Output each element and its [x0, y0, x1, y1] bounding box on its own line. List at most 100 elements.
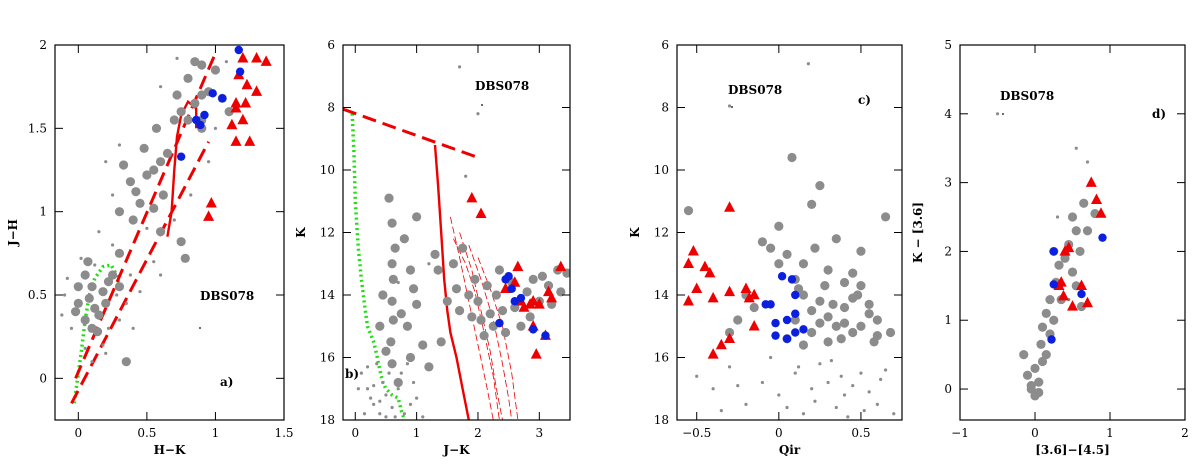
field-large-point	[155, 227, 166, 237]
field-large-point	[408, 284, 419, 294]
red-triangles-point	[530, 348, 542, 359]
red-triangles-point	[240, 97, 252, 108]
panel-tag: c)	[858, 93, 871, 107]
field-large-point	[869, 337, 879, 347]
panel-tag: b)	[345, 367, 359, 381]
red-triangles-point	[244, 135, 256, 146]
field-large-point	[183, 115, 193, 125]
line-group	[343, 107, 519, 420]
label-dot	[481, 104, 483, 106]
green-dotted-line	[350, 113, 407, 420]
field-large-point	[1082, 226, 1093, 236]
field-large-point	[807, 306, 817, 316]
field-large-point	[470, 274, 480, 284]
field-large-point	[375, 321, 385, 331]
field-large-point	[476, 315, 486, 325]
red-triangles-point	[475, 207, 487, 218]
red-dashed-lower-line	[70, 141, 210, 404]
field-small-point	[110, 243, 115, 247]
field-large-point	[815, 296, 825, 306]
field-large-point	[807, 199, 817, 209]
field-large-point	[1060, 253, 1070, 263]
blue-circles-point	[1049, 280, 1058, 289]
y-tick-label: 3	[944, 176, 952, 190]
field-large-point	[155, 157, 166, 167]
field-small-point	[818, 362, 822, 366]
field-large-point	[176, 237, 186, 247]
field-large-point	[836, 334, 846, 344]
field-large-point	[442, 296, 452, 306]
y-axis-label: K	[628, 227, 642, 238]
blue-circles-point	[1047, 335, 1056, 344]
red-triangles-point	[527, 294, 539, 306]
red-triangles-point	[203, 210, 215, 221]
x-axis-label: [3.6]−[4.5]	[1035, 443, 1110, 457]
field-large-point	[782, 249, 792, 259]
field-large-point	[92, 327, 103, 337]
blue-circles-point	[504, 272, 513, 281]
field-small-point	[189, 193, 193, 197]
panel-c: −0.5 0 0.5 6 8 10 12 14 16 18 Qir K DBS078 c)	[628, 38, 903, 457]
field-large-point	[436, 337, 446, 347]
field-large-point	[418, 340, 428, 350]
field-large-point	[1034, 377, 1044, 387]
field-small-point	[464, 174, 468, 178]
field-small-point	[138, 290, 142, 294]
field-large-point	[856, 321, 866, 331]
field-small-point	[79, 256, 83, 260]
field-large-point	[823, 265, 833, 275]
field-large-point	[467, 312, 477, 322]
y-tick-label: 1	[944, 313, 952, 327]
field-large-point	[733, 315, 743, 325]
field-large-point	[473, 296, 483, 306]
field-small-point	[372, 384, 376, 388]
points-group	[995, 112, 1107, 401]
x-tick-label: 0.5	[851, 426, 870, 440]
blue-circles-point	[234, 45, 243, 55]
field-small-point	[378, 412, 382, 416]
field-small-point	[90, 360, 94, 364]
field-small-point	[375, 362, 379, 366]
field-large-point	[197, 60, 207, 70]
field-small-point	[760, 380, 765, 385]
field-large-point	[384, 193, 394, 203]
red-solid-line	[433, 144, 470, 420]
field-large-point	[448, 259, 459, 269]
field-large-point	[98, 287, 108, 297]
red-triangles-point	[707, 348, 719, 359]
blue-circles-point	[176, 152, 186, 161]
field-small-point	[415, 396, 419, 400]
red-triangles-point	[743, 291, 755, 303]
x-tick-label: 0.5	[137, 426, 156, 440]
red-triangles-point	[707, 291, 719, 303]
field-small-point	[867, 390, 871, 394]
panel-d: −1 0 1 2 0 1 2 3 4 5 [3.6]−[4.5] K − [3.6] DBS078 d)	[911, 38, 1189, 457]
cluster-name-label: DBS078	[728, 83, 782, 97]
y-axis-label: K − [3.6]	[911, 202, 925, 263]
field-large-point	[73, 298, 83, 308]
field-small-point	[117, 143, 122, 147]
field-large-point	[80, 270, 90, 280]
y-tick-label: 4	[944, 107, 952, 121]
field-small-point	[476, 112, 480, 116]
field-large-point	[880, 212, 891, 222]
field-large-point	[848, 268, 858, 278]
field-small-point	[457, 65, 462, 69]
field-large-point	[169, 115, 179, 125]
red-triangles-point	[682, 257, 694, 268]
red-triangles-point	[1085, 176, 1097, 187]
field-large-point	[114, 248, 125, 258]
red-thin-4-line	[477, 257, 519, 420]
field-small-point	[736, 384, 740, 388]
y-tick-label: 10	[654, 163, 669, 177]
cluster-name-label: DBS078	[1000, 89, 1054, 103]
x-tick-label: 1.5	[274, 426, 293, 440]
red-triangles-point	[724, 285, 736, 297]
blue-circles-point	[1098, 233, 1107, 242]
x-tick-label: −0.5	[682, 426, 711, 440]
field-small-point	[813, 399, 817, 403]
field-large-point	[396, 309, 406, 319]
field-large-point	[757, 237, 768, 247]
blue-circles-point	[200, 110, 209, 120]
label-dot	[199, 327, 201, 329]
